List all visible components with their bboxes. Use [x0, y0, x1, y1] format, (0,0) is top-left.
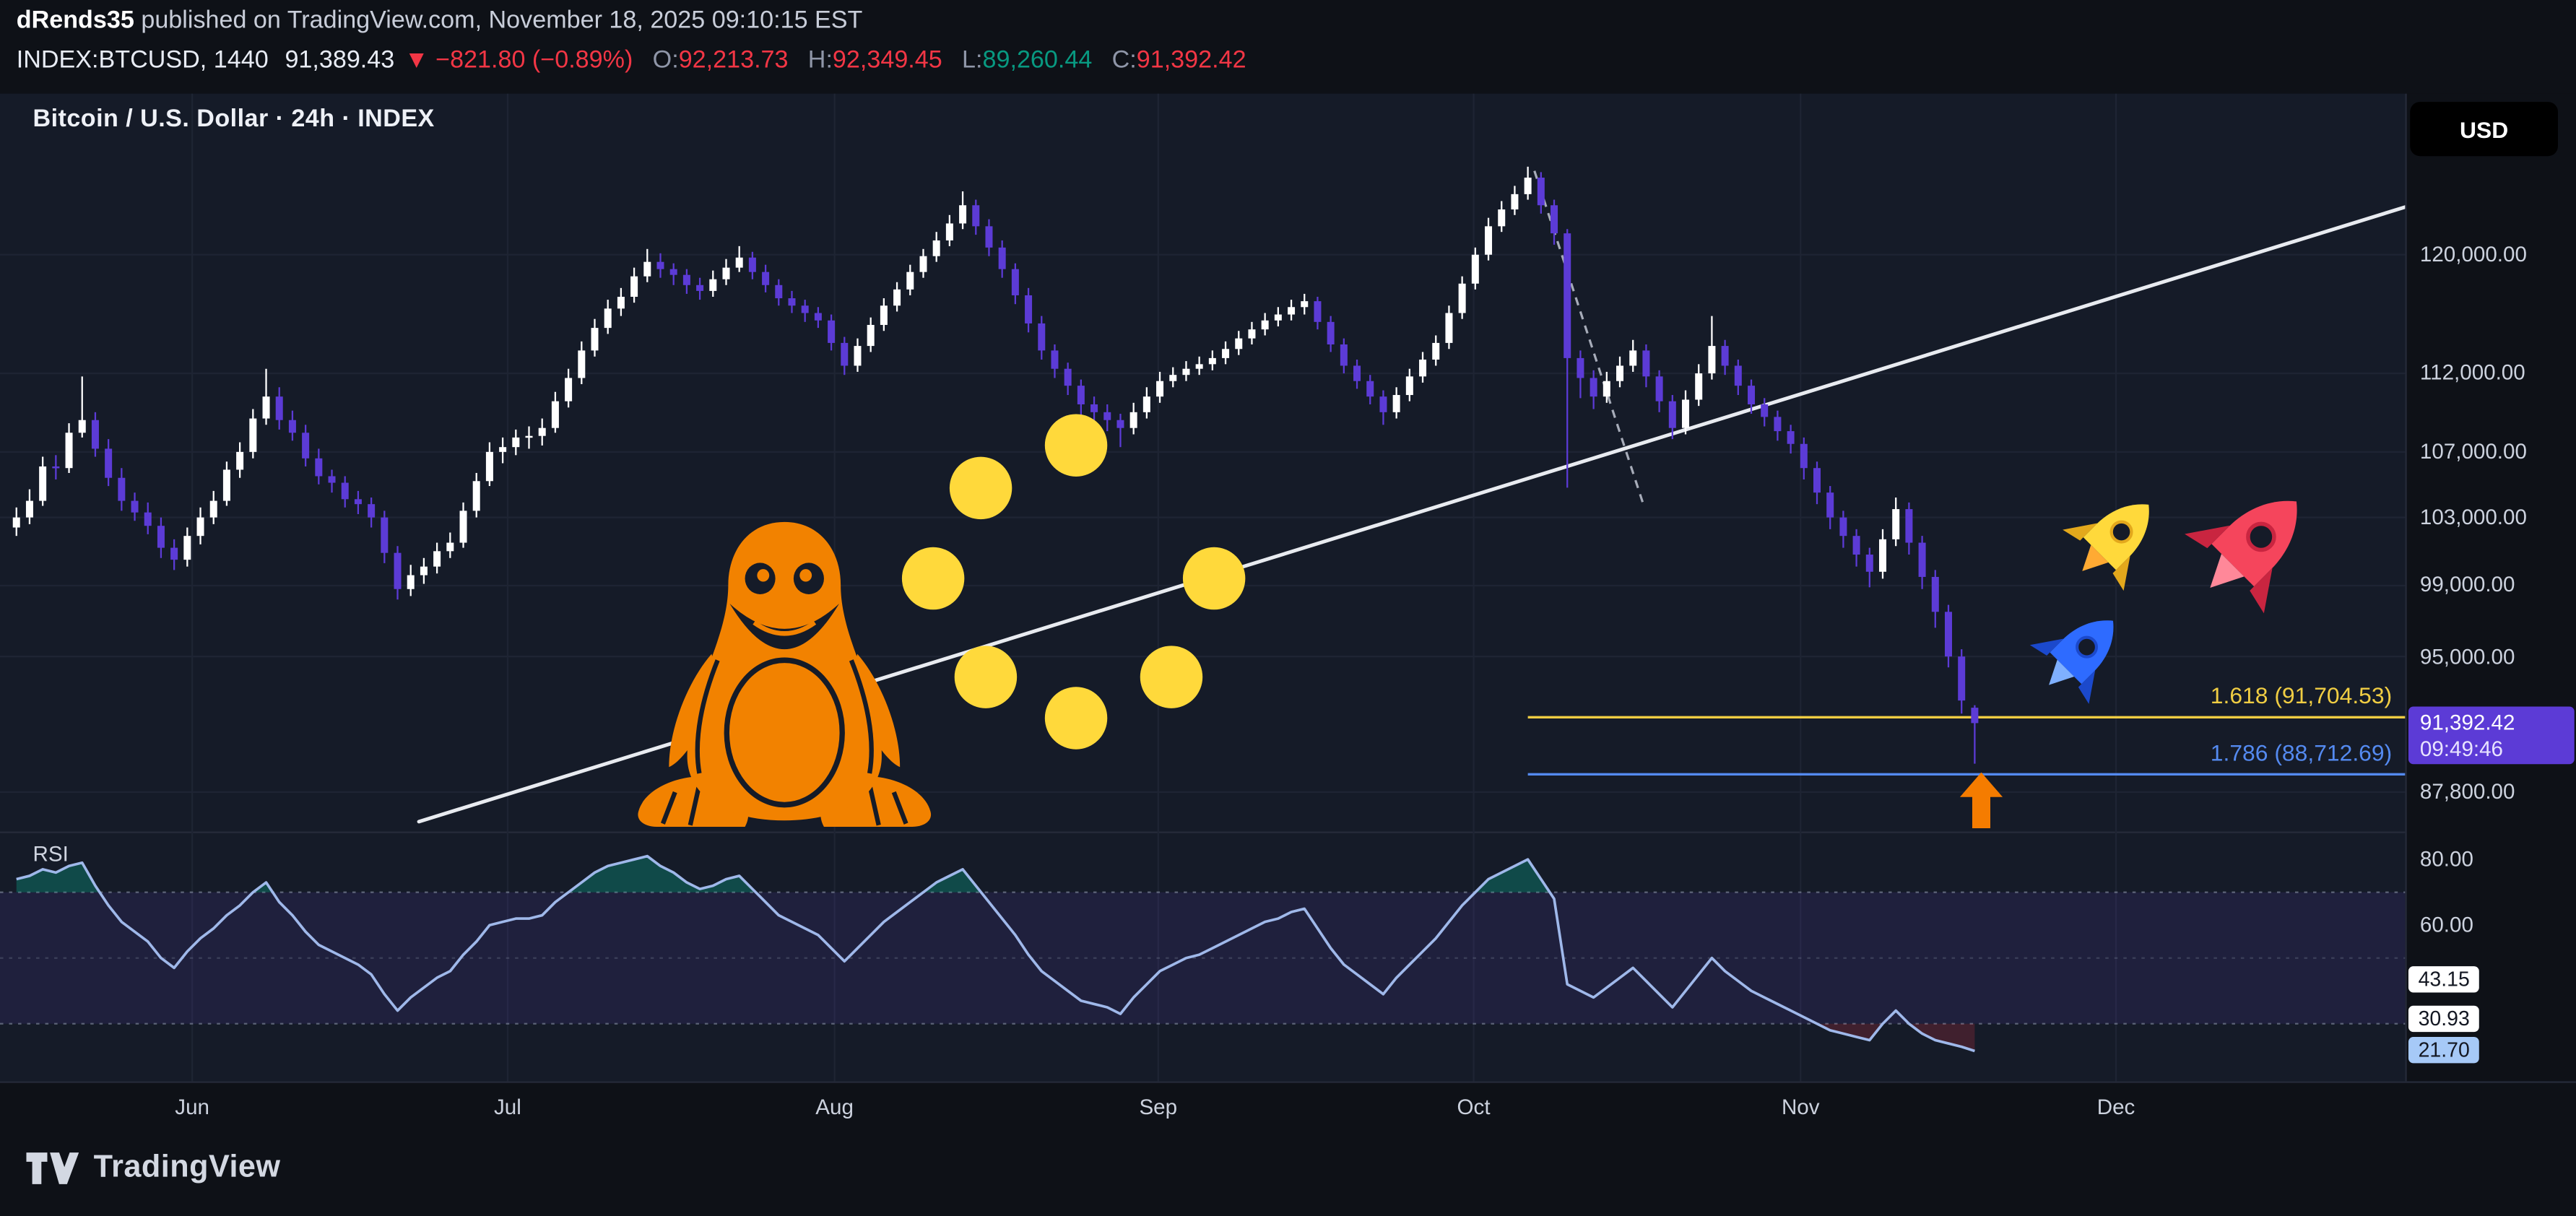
rsi-oversold-fill [1817, 1023, 1975, 1051]
time-axis[interactable]: Jun Jul Aug Sep Oct Nov Dec [0, 1081, 2576, 1134]
price-axis-label: 95,000.00 [2419, 643, 2515, 669]
rocket-sticker [2185, 500, 2297, 614]
ohlc-item: O:92,213.73 [652, 45, 789, 74]
ohlc-values: O:92,213.73 H:92,349.45 L:89,260.44 C:91,39… [633, 46, 1246, 74]
quote-line: INDEX:BTCUSD, 1440 91,389.43 ▼ −821.80 (−0… [17, 46, 1246, 74]
yellow-dot-sticker [949, 456, 1012, 520]
penguin-icon [638, 521, 932, 827]
rsi-line [16, 854, 1975, 1053]
price-axis-label: 107,000.00 [2419, 438, 2527, 464]
price-change: ▼ −821.80 (−0.89%) [404, 45, 633, 74]
rsi-value-badge: 21.70 [2408, 1036, 2480, 1063]
last-price: 91,389.43 [285, 45, 395, 74]
rsi-label: RSI [32, 841, 69, 867]
yellow-dot-sticker [954, 646, 1018, 708]
price-axis-label: 87,800.00 [2419, 778, 2515, 804]
price-axis[interactable]: 120,000.00 112,000.00 107,000.00 103,000.00… [2405, 93, 2576, 1082]
chart-legend: Bitcoin / U.S. Dollar · 24h · INDEX [32, 105, 435, 134]
yellow-dot-sticker [1044, 414, 1108, 477]
brand-text: TradingView [93, 1150, 281, 1185]
yellow-dot-sticker [1182, 547, 1246, 610]
main-chart-pane[interactable] [0, 93, 2406, 832]
badge-price: 91,392.42 [2419, 710, 2515, 735]
rsi-axis-label: 80.00 [2419, 846, 2473, 872]
ohlc-item: C:91,392.42 [1111, 45, 1246, 74]
month-label: Aug [815, 1094, 854, 1119]
month-label: Sep [1139, 1094, 1178, 1119]
author-name: dRends35 [16, 6, 134, 35]
candles[interactable] [12, 166, 1979, 764]
rsi-value-badge: 43.15 [2408, 965, 2480, 992]
currency-button[interactable]: USD [2410, 102, 2558, 157]
penguin-sticker [633, 509, 937, 831]
badge-countdown: 09:49:46 [2419, 736, 2504, 761]
month-label: Nov [1781, 1094, 1820, 1119]
fib-label: 1.618 (91,704.53) [2210, 682, 2393, 709]
tradingview-logo[interactable]: TradingView [26, 1150, 280, 1186]
price-axis-label: 112,000.00 [2419, 360, 2525, 385]
rocket-sticker [2029, 620, 2114, 704]
price-axis-label: 99,000.00 [2419, 572, 2515, 597]
rsi-pane[interactable] [0, 831, 2406, 1082]
ohlc-item: H:92,349.45 [807, 45, 942, 74]
ohlc-item: L:89,260.44 [962, 45, 1093, 74]
symbol-title: INDEX:BTCUSD, 1440 [16, 45, 269, 74]
yellow-dot-sticker [1044, 687, 1108, 750]
price-axis-label: 103,000.00 [2419, 504, 2527, 529]
tradingview-mark-icon [26, 1152, 79, 1184]
month-label: Oct [1457, 1094, 1491, 1119]
footer: TradingView [0, 1134, 2576, 1216]
rsi-value-badge: 30.93 [2408, 1006, 2480, 1033]
yellow-dot-sticker [1140, 646, 1203, 708]
price-axis-label: 120,000.00 [2419, 241, 2527, 266]
rsi-axis-label: 60.00 [2419, 912, 2473, 937]
rsi-band [0, 892, 2406, 1024]
month-label: Jul [494, 1094, 521, 1119]
yellow-dot-sticker [901, 547, 965, 610]
fib-label: 1.786 (88,712.69) [2210, 739, 2393, 766]
month-label: Dec [2096, 1094, 2135, 1119]
month-label: Jun [175, 1094, 210, 1119]
rocket-sticker [2063, 504, 2149, 591]
up-arrow-sticker [1959, 772, 2003, 828]
last-price-badge: 91,392.42 09:49:46 [2408, 706, 2575, 765]
publish-meta: published on TradingView.com, November 1… [134, 6, 863, 35]
publish-info: dRends35 published on TradingView.com, N… [17, 6, 863, 35]
rsi-overbought-fill [16, 856, 1550, 893]
